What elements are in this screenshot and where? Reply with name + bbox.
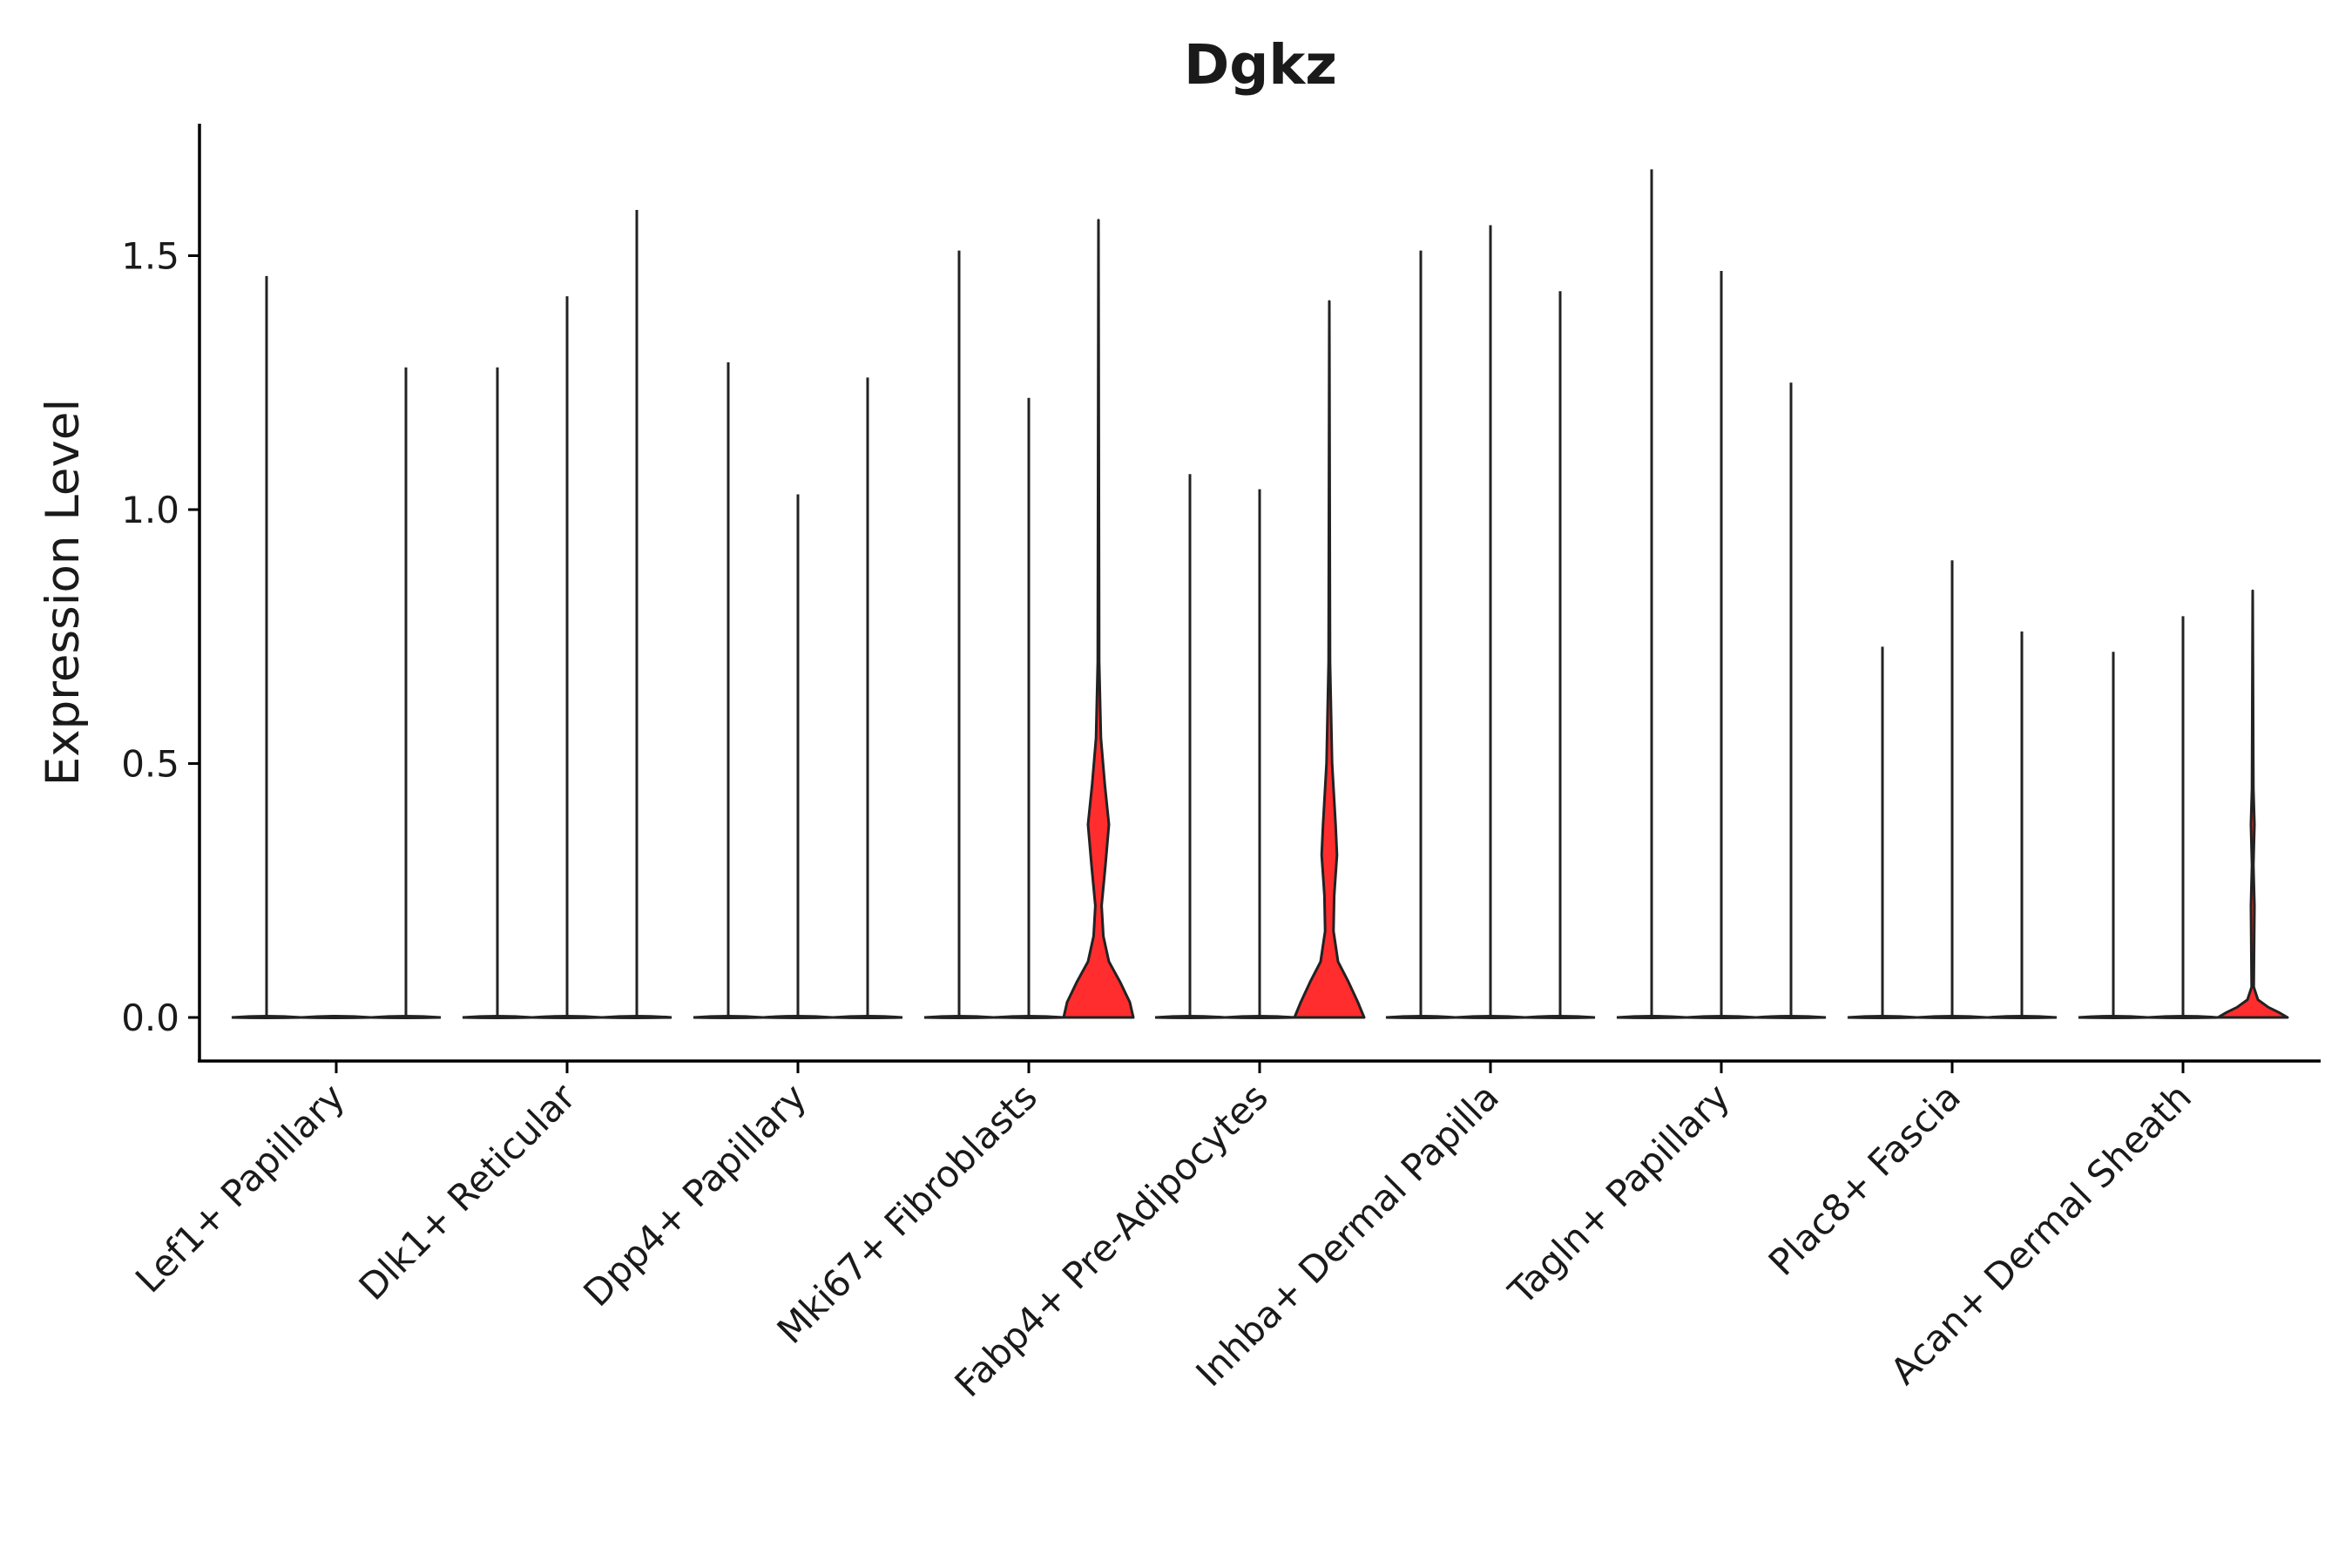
x-category-label: Plac8+ Fascia (1761, 1075, 1969, 1283)
violin-highlighted (1293, 300, 1366, 1019)
x-category-label: Dlk1+ Reticular (351, 1075, 585, 1308)
violin-highlighted (2216, 589, 2289, 1019)
chart-title: Dgkz (1184, 33, 1337, 97)
x-category-label: Tagln+ Papillary (1500, 1075, 1738, 1313)
violin (301, 1015, 372, 1019)
y-tick-label: 1.5 (121, 235, 179, 278)
y-tick-label: 0.0 (121, 997, 179, 1039)
y-axis-title: Expression Level (37, 399, 90, 786)
y-tick-label: 0.5 (121, 743, 179, 786)
y-tick-label: 1.0 (121, 489, 179, 531)
y-axis-ticks: 0.0 0.5 1.0 1.5 (121, 235, 199, 1039)
violins (231, 169, 2289, 1073)
violin-highlighted (1062, 219, 1135, 1019)
x-category-label: Lef1+ Papillary (127, 1075, 353, 1301)
x-category-label: Mki67+ Fibroblasts (769, 1075, 1045, 1351)
x-category-label: Dpp4+ Papillary (575, 1075, 814, 1315)
